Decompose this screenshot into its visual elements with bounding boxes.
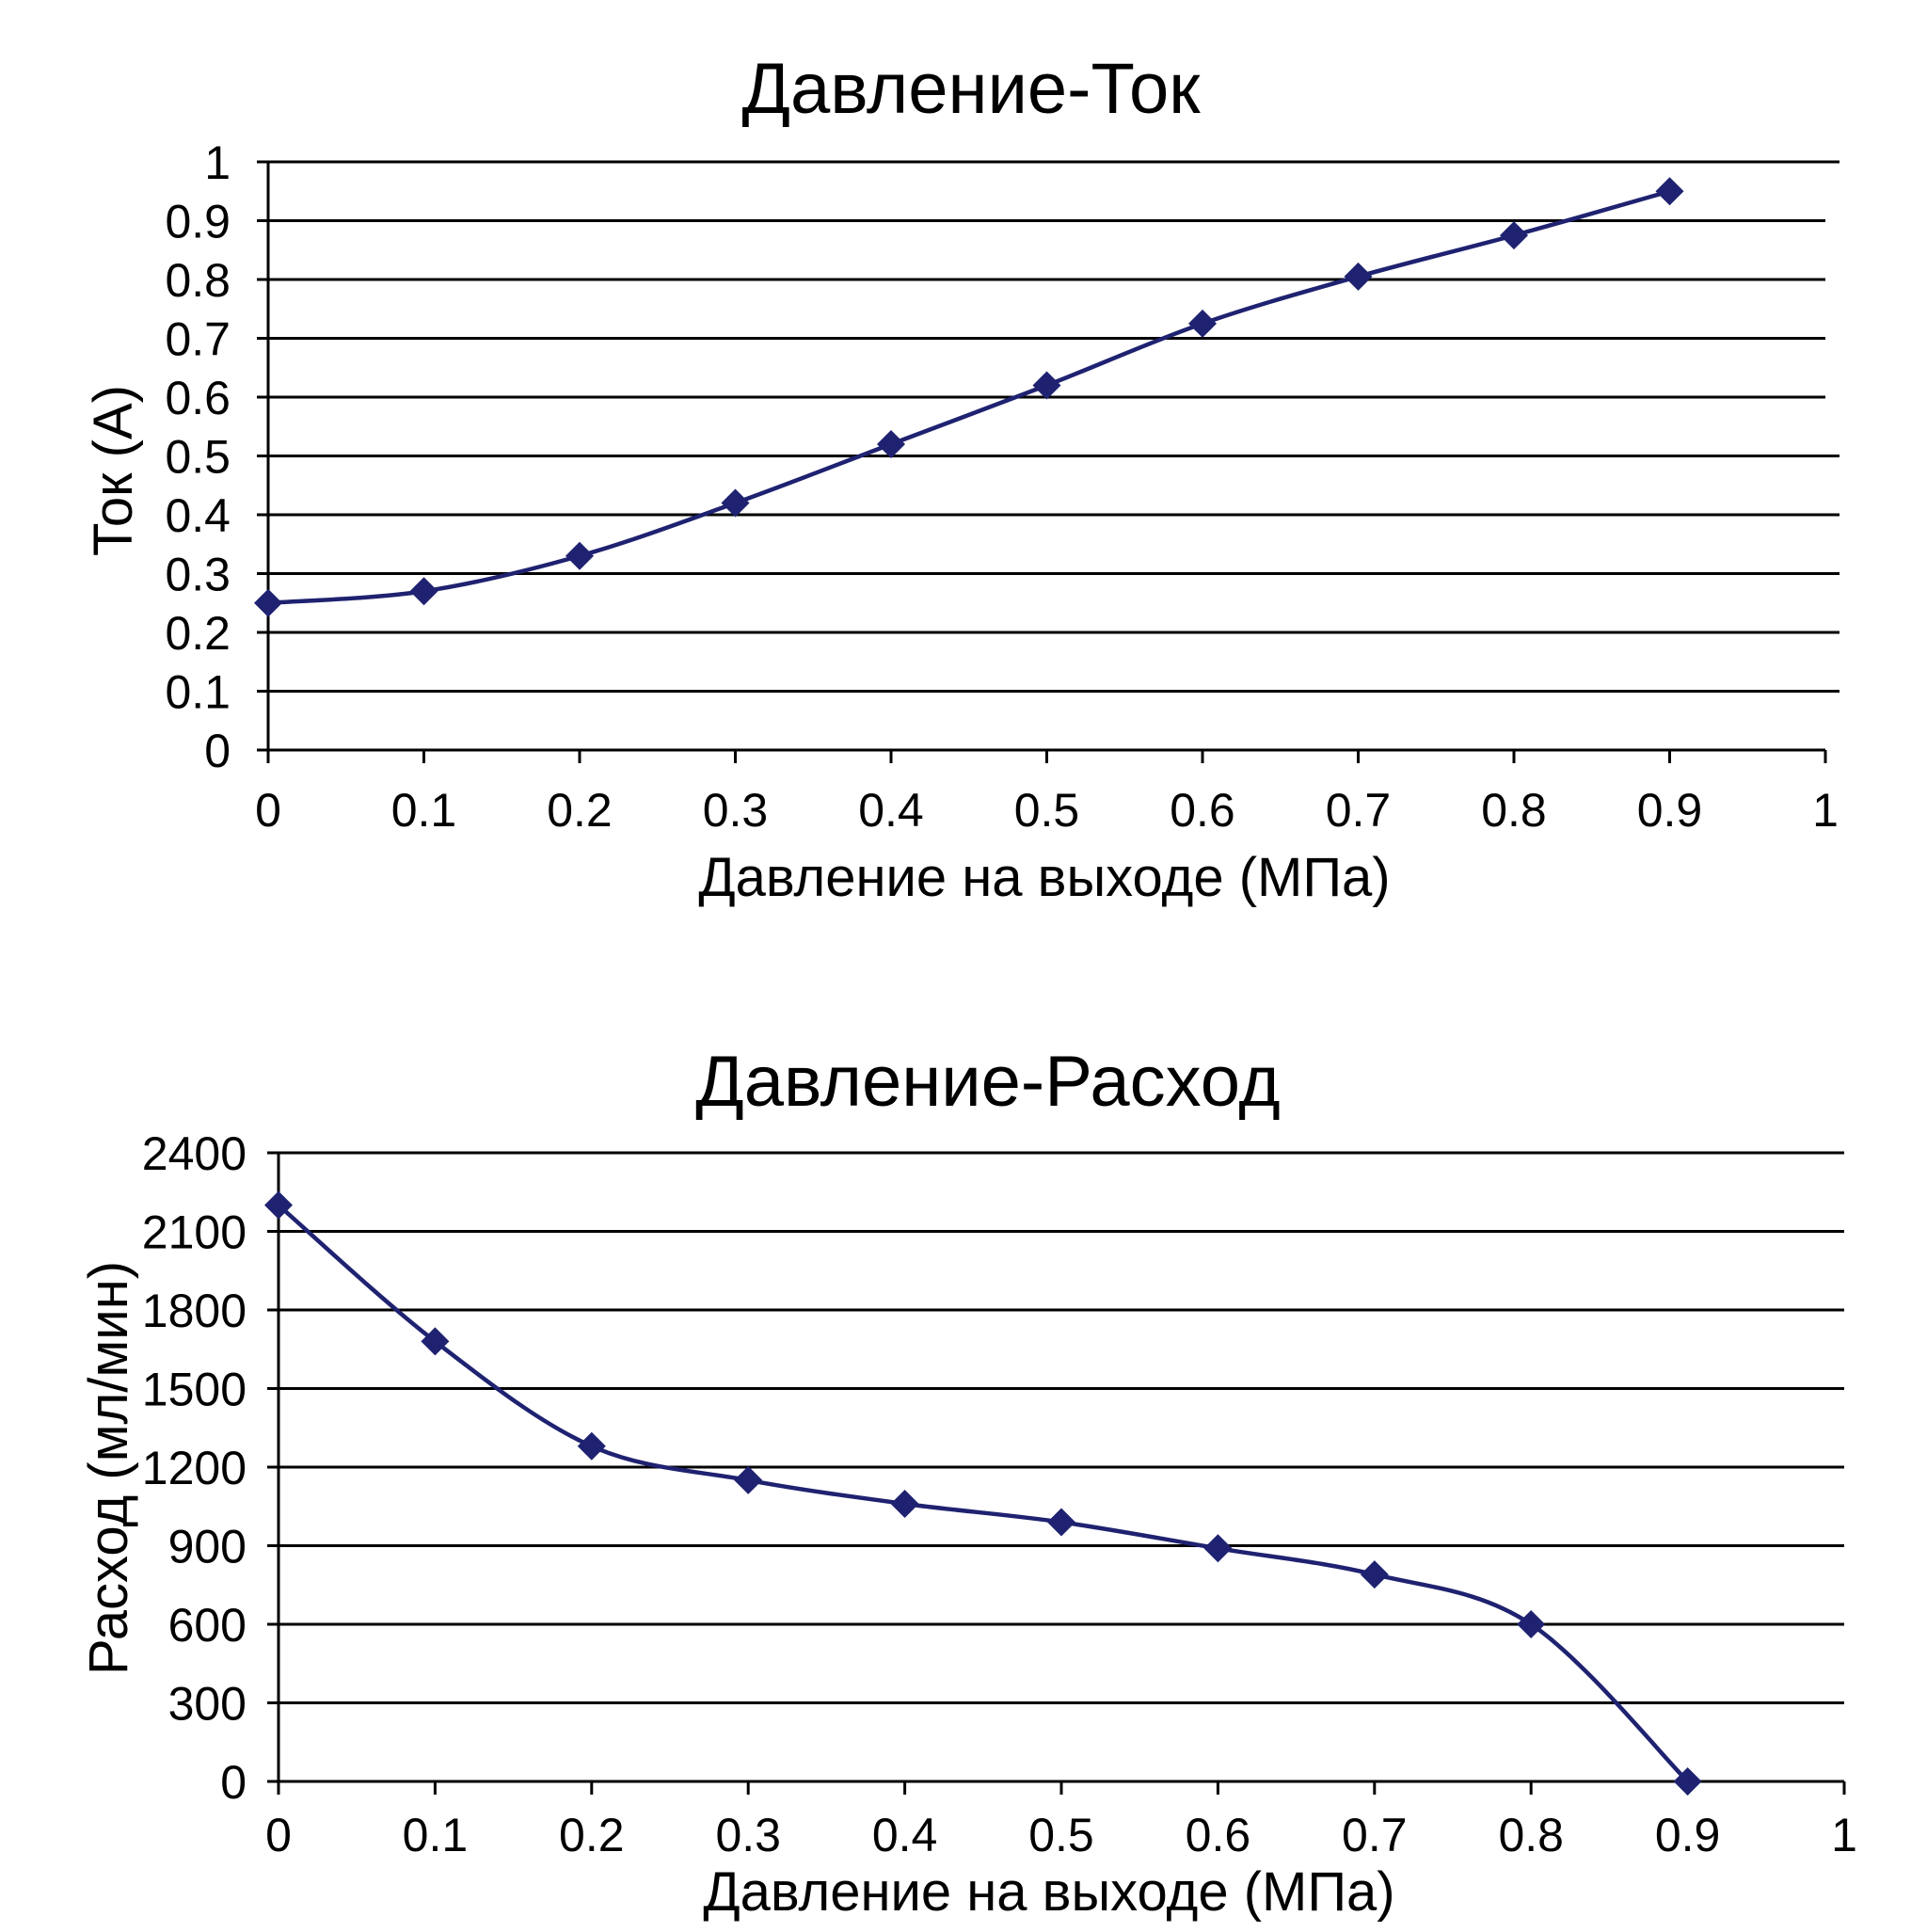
series-line (277, 1203, 1690, 1783)
chart-title: Давление-Ток (742, 49, 1202, 129)
y-axis-label: Ток (А) (83, 385, 144, 556)
x-tick-label: 0.5 (1028, 1809, 1094, 1861)
data-point-marker (1500, 221, 1528, 250)
data-point-marker (1360, 1560, 1389, 1589)
y-tick-label: 300 (168, 1678, 247, 1731)
y-tick-label: 0.7 (165, 313, 231, 366)
data-point-marker (1047, 1508, 1075, 1537)
x-tick-label: 0.2 (547, 784, 613, 837)
data-point-marker (409, 577, 438, 606)
y-tick-labels: 0 300 600 900 1200 1500 1800 2100 2400 (142, 1127, 247, 1809)
chart-pressure-current: Давление-Ток 00.10.20.30.40.50.60.70.80.… (83, 49, 1839, 908)
y-tick-label: 0.4 (165, 489, 231, 542)
x-tick-label: 0.9 (1637, 784, 1703, 837)
y-tick-labels: 0 0.1 0.2 0.3 0.40.5 0.6 0.7 0.8 0.9 1 (165, 136, 231, 777)
x-tick-label: 0.5 (1014, 784, 1080, 837)
x-tick-label: 0.6 (1170, 784, 1235, 837)
data-point-marker (1032, 371, 1061, 400)
data-point-marker (421, 1327, 450, 1356)
y-tick-label: 0 (220, 1756, 247, 1809)
x-axis-label: Давление на выходе (МПа) (698, 847, 1390, 908)
x-tick-label: 0.6 (1186, 1809, 1251, 1861)
data-point-marker (1344, 262, 1373, 291)
chart-title: Давление-Расход (695, 1042, 1281, 1122)
x-tick-label: 1 (1812, 784, 1839, 837)
data-point-marker (254, 588, 282, 617)
y-axis-label: Расход (мл/мин) (78, 1261, 139, 1675)
data-point-marker (877, 430, 905, 458)
y-tick-label: 0 (204, 725, 231, 777)
y-tick-label: 0.6 (165, 372, 231, 424)
x-tick-label: 0.3 (703, 784, 769, 837)
x-tick-labels: 0 0.1 0.2 0.3 0.4 0.5 0.6 0.7 0.8 0.9 1 (255, 784, 1839, 837)
x-tick-label: 0.8 (1481, 784, 1547, 837)
chart-pressure-flow: Давление-Расход 0 300 600 900 1200 1500 1800 21… (78, 1042, 1857, 1923)
data-point-marker (721, 488, 750, 518)
grid-lines (279, 1151, 1844, 1704)
data-point-marker (734, 1465, 763, 1494)
y-tick-label: 0.8 (165, 254, 231, 307)
y-tick-label: 1500 (142, 1364, 247, 1416)
x-tick-label: 0 (265, 1809, 292, 1861)
x-axis-label: Давление на выходе (МПа) (703, 1861, 1394, 1923)
axes (257, 160, 1827, 763)
y-tick-label: 1800 (142, 1285, 247, 1337)
x-tick-label: 1 (1831, 1809, 1857, 1861)
y-tick-label: 0.2 (165, 607, 231, 660)
y-tick-label: 1 (204, 136, 231, 189)
y-tick-label: 0.9 (165, 196, 231, 248)
data-point-marker (565, 541, 594, 570)
axes (267, 1151, 1846, 1795)
series-flow (264, 1190, 1702, 1796)
x-tick-labels: 0 0.1 0.2 0.3 0.4 0.5 0.6 0.7 0.8 0.9 1 (265, 1809, 1857, 1861)
data-point-marker (1673, 1767, 1702, 1796)
data-point-marker (577, 1431, 606, 1461)
data-point-marker (264, 1190, 293, 1220)
x-tick-label: 0.4 (858, 784, 924, 837)
data-point-marker (1203, 1534, 1233, 1563)
y-tick-label: 0.1 (165, 666, 231, 719)
series-line (267, 189, 1671, 605)
x-tick-label: 0.8 (1498, 1809, 1564, 1861)
series-current (254, 177, 1684, 617)
y-tick-label: 0.5 (165, 431, 231, 484)
x-tick-label: 0.2 (559, 1809, 625, 1861)
y-tick-label: 0.3 (165, 549, 231, 601)
grid-lines (268, 160, 1839, 693)
x-tick-label: 0.3 (715, 1809, 781, 1861)
data-point-marker (1517, 1610, 1546, 1638)
y-tick-label: 2100 (142, 1206, 247, 1259)
x-tick-label: 0 (255, 784, 281, 837)
data-point-marker (1655, 177, 1684, 206)
y-tick-label: 1200 (142, 1442, 247, 1494)
y-tick-label: 600 (168, 1599, 247, 1652)
y-tick-label: 2400 (142, 1127, 247, 1180)
data-point-marker (890, 1489, 919, 1518)
x-tick-label: 0.1 (403, 1809, 469, 1861)
x-tick-label: 0.7 (1342, 1809, 1408, 1861)
y-tick-label: 900 (168, 1521, 247, 1573)
x-tick-label: 0.9 (1655, 1809, 1721, 1861)
x-tick-label: 0.1 (391, 784, 457, 837)
x-tick-label: 0.4 (872, 1809, 938, 1861)
x-tick-label: 0.7 (1326, 784, 1392, 837)
data-point-marker (1188, 309, 1217, 338)
